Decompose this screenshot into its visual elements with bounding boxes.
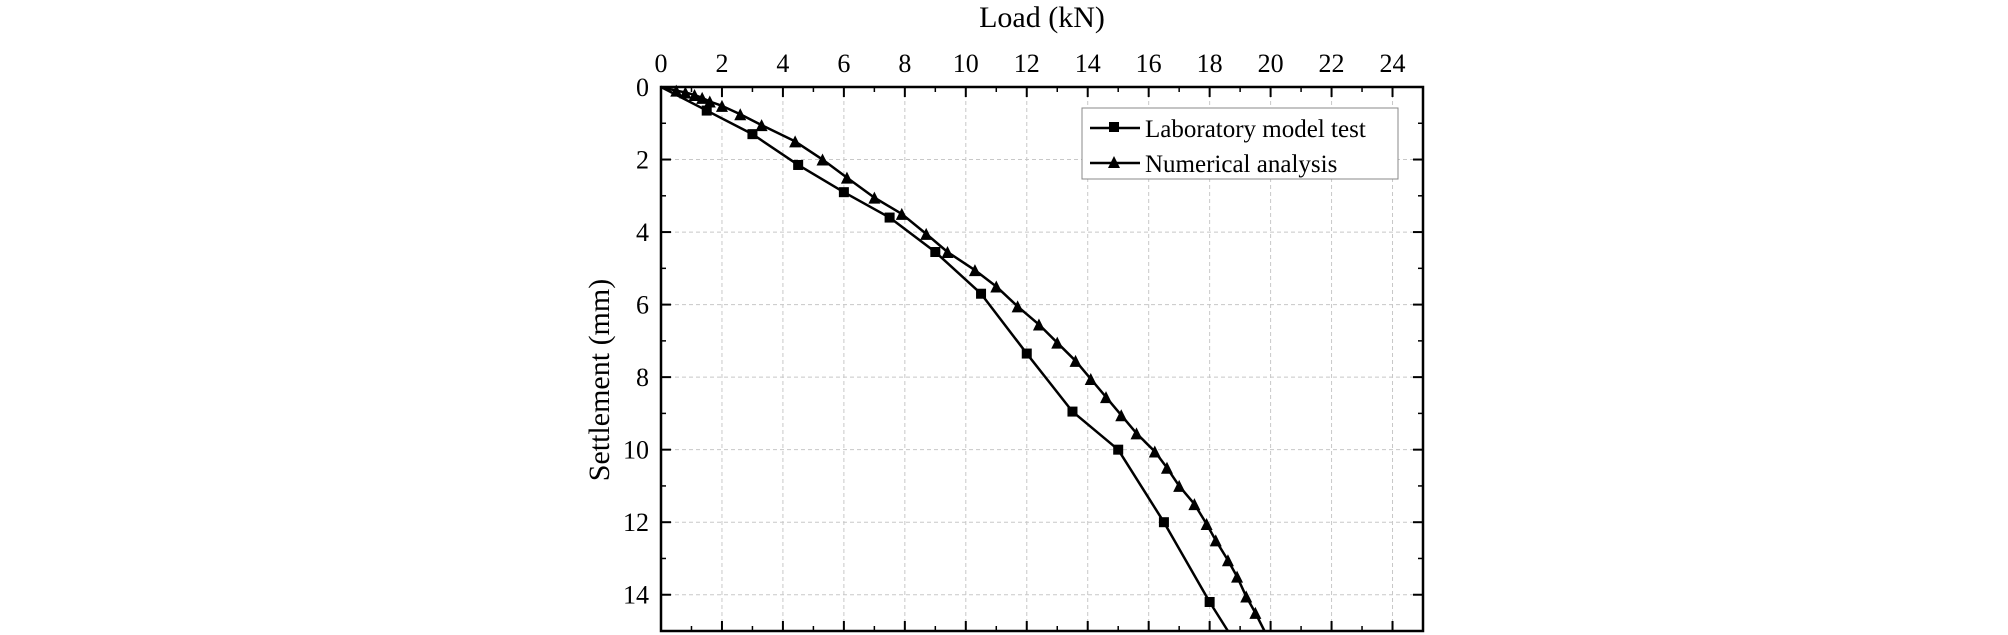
y-tick-label: 12 [623, 508, 649, 537]
data-point-triangle [1069, 354, 1082, 367]
data-point-square [1067, 406, 1078, 417]
data-point-triangle [1011, 300, 1024, 313]
data-point-triangle [696, 91, 709, 104]
data-point-square [930, 247, 941, 258]
data-point-triangle [895, 207, 908, 220]
y-tick-label: 0 [636, 73, 649, 102]
x-tick-label: 20 [1258, 49, 1284, 78]
data-point-triangle [1130, 427, 1143, 440]
legend-marker-laboratory [1109, 122, 1119, 132]
y-tick-label: 10 [623, 436, 649, 465]
data-point-triangle [1032, 318, 1045, 331]
x-axis-title: Load (kN) [979, 1, 1105, 34]
data-point-square [793, 159, 804, 170]
data-point-triangle [990, 280, 1003, 293]
data-point-triangle [1173, 479, 1186, 492]
data-point-triangle [1231, 570, 1244, 583]
data-point-triangle [1115, 409, 1128, 422]
data-point-square [976, 288, 987, 299]
data-point-triangle [679, 86, 692, 99]
data-point-triangle [670, 84, 683, 97]
data-point-triangle [941, 246, 954, 259]
x-tick-label: 14 [1075, 49, 1101, 78]
data-point-square [747, 129, 758, 140]
data-point-triangle [1221, 554, 1234, 567]
data-point-triangle [1209, 534, 1222, 547]
data-point-triangle [1148, 445, 1161, 458]
x-tick-label: 16 [1136, 49, 1162, 78]
data-point-triangle [1200, 518, 1213, 531]
data-point-triangle [868, 191, 881, 204]
data-point-square [1021, 348, 1032, 359]
data-point-triangle [816, 153, 829, 166]
x-tick-label: 18 [1197, 49, 1223, 78]
data-point-square [1113, 444, 1124, 455]
y-axis-title: Settlement (mm) [583, 279, 616, 481]
data-point-triangle [1240, 590, 1253, 603]
plot-area-frame [659, 85, 1425, 633]
legend-marker-numerical [1108, 156, 1120, 168]
data-point-triangle [968, 264, 981, 277]
data-point-triangle [688, 88, 701, 101]
data-point-triangle [755, 119, 768, 132]
data-point-triangle [789, 135, 802, 148]
data-point-triangle [1084, 372, 1097, 385]
data-point-square [701, 105, 712, 116]
data-point-triangle [715, 99, 728, 112]
series-numerical-analysis [660, 84, 1266, 632]
x-tick-label: 8 [898, 49, 911, 78]
x-tick-label: 0 [655, 49, 668, 78]
x-tick-label: 6 [837, 49, 850, 78]
data-point-triangle [840, 171, 853, 184]
data-point-triangle [734, 108, 747, 121]
x-tick-label: 10 [953, 49, 979, 78]
data-point-triangle [1051, 336, 1064, 349]
data-point-triangle [1188, 498, 1201, 511]
legend-box [1081, 107, 1399, 180]
y-tick-label: 14 [623, 581, 649, 610]
x-tick-label: 22 [1319, 49, 1345, 78]
data-point-triangle [1160, 461, 1173, 474]
data-point-triangle [1249, 606, 1262, 619]
data-point-triangle [703, 95, 716, 108]
data-point-square [1204, 596, 1215, 607]
legend-label-numerical: Numerical analysis [1145, 151, 1337, 178]
x-tick-label: 4 [776, 49, 789, 78]
series-line [660, 85, 1229, 632]
data-point-square [1158, 517, 1169, 528]
data-point-triangle [920, 227, 933, 240]
data-point-square [838, 187, 849, 198]
legend: Laboratory model test Numerical analysis [1081, 107, 1399, 180]
legend-label-laboratory: Laboratory model test [1145, 116, 1366, 143]
y-tick-label: 2 [636, 146, 649, 175]
x-tick-label: 24 [1380, 49, 1406, 78]
x-tick-label: 2 [715, 49, 728, 78]
data-point-square [884, 212, 895, 223]
data-point-triangle [1100, 391, 1113, 404]
y-tick-label: 8 [636, 363, 649, 392]
x-tick-label: 12 [1014, 49, 1040, 78]
y-tick-label: 6 [636, 291, 649, 320]
y-tick-label: 4 [636, 218, 649, 247]
series-laboratory-model-test [660, 85, 1229, 632]
